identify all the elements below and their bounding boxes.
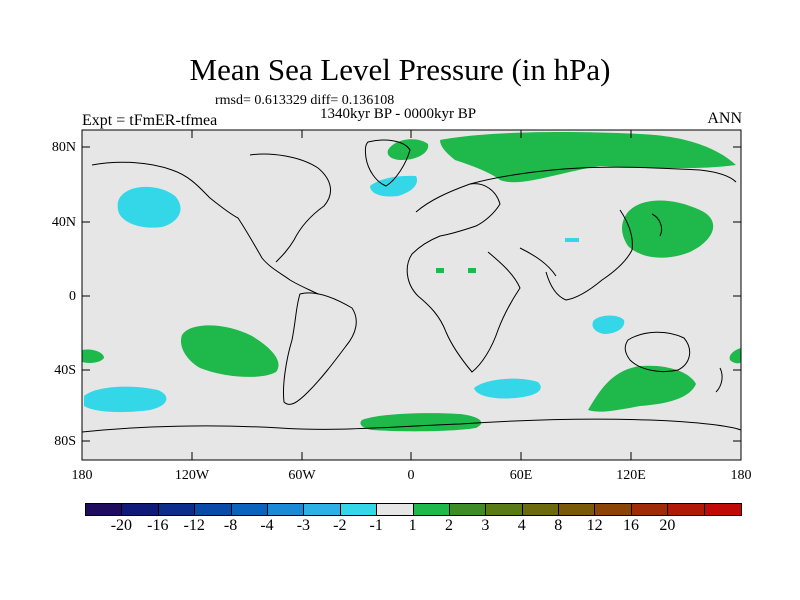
colorbar-swatch (304, 504, 341, 515)
north-pacific-high-region (622, 200, 714, 258)
colorbar-swatch (486, 504, 523, 515)
experiment-label: Expt = tFmER-tfmea (82, 112, 218, 129)
colorbar-swatch (340, 504, 378, 515)
tropical-high-blob (436, 268, 444, 273)
colorbar-label: -1 (369, 517, 383, 534)
colorbar-label: -16 (147, 517, 169, 534)
colorbar-label: -12 (183, 517, 205, 534)
colorbar-label: 3 (481, 517, 490, 534)
positive-anomaly-regions (82, 132, 741, 432)
west-edge-high-region (82, 349, 104, 363)
lon-label-60w: 60W (288, 468, 316, 483)
colorbar-swatch (122, 504, 159, 515)
coastlines (82, 139, 741, 433)
north-america-coast (91, 153, 332, 295)
colorbar-label: -8 (223, 517, 238, 534)
map-title: Mean Sea Level Pressure (in hPa) (189, 52, 611, 87)
arctic-high-region (440, 132, 736, 183)
south-pacific-low-region (84, 386, 167, 413)
colorbar-swatch (267, 504, 305, 515)
colorbar-swatch (522, 504, 560, 515)
eurasia-coast (469, 166, 737, 301)
lat-label-40s: 40S (54, 363, 76, 378)
lat-label-80n: 80N (51, 140, 76, 155)
south-atlantic-low-region (474, 378, 541, 399)
europe-africa-coast (406, 183, 521, 373)
southern-indian-high-region (588, 365, 696, 412)
rmsd-diff-stats: rmsd= 0.613329 diff= 0.136108 (215, 93, 395, 108)
south-america-coast (283, 292, 357, 405)
colorbar-swatch (158, 504, 196, 515)
colorbar-label: -3 (296, 517, 311, 534)
small-low-blob (565, 238, 579, 242)
antarctica-coast (82, 418, 741, 433)
east-edge-high-region (729, 348, 741, 364)
colorbar-label: -4 (260, 517, 274, 534)
colorbar-label: 4 (517, 517, 526, 534)
colorbar-label: 2 (445, 517, 453, 534)
colorbar-swatch (413, 504, 450, 515)
lat-label-80s: 80S (54, 434, 76, 449)
colorbar-swatch (704, 504, 742, 515)
negative-anomaly-regions (84, 175, 625, 413)
indian-ocean-low-region (592, 315, 625, 334)
axis-ticks (81, 130, 742, 460)
colorbar-swatch (86, 504, 123, 515)
greenland-high-region (387, 139, 429, 160)
colorbar-label: 8 (554, 517, 563, 534)
lat-label-40n: 40N (51, 215, 76, 230)
lon-label-180e: 180 (730, 468, 752, 483)
season-label: ANN (707, 110, 742, 127)
colorbar-swatch (449, 504, 487, 515)
lon-label-60e: 60E (509, 468, 533, 483)
lat-label-0: 0 (69, 289, 76, 304)
colorbar-label: -20 (110, 517, 133, 534)
colorbar-label: -2 (333, 517, 347, 534)
colorbar-swatch (231, 504, 268, 515)
colorbar-label: 1 (408, 517, 417, 534)
colorbar-label: 16 (623, 517, 639, 534)
colorbar-swatch (668, 504, 705, 515)
lon-label-180w: 180 (71, 468, 93, 483)
tropical-high-blob-2 (468, 268, 476, 273)
japan-coast (651, 213, 663, 237)
north-pacific-low-region (117, 186, 181, 228)
colorbar-swatch (559, 504, 596, 515)
lon-label-0: 0 (407, 468, 415, 483)
antarctic-high-region (360, 413, 482, 432)
greenland-coast (364, 139, 411, 187)
south-pacific-high-region (180, 325, 279, 377)
time-period-label: 1340kyr BP - 0000kyr BP (320, 106, 477, 122)
lon-label-120w: 120W (174, 468, 210, 483)
colorbar-swatch (631, 504, 669, 515)
lon-label-120e: 120E (616, 468, 646, 483)
colorbar (85, 503, 743, 516)
australia-coast (624, 331, 691, 373)
icelandic-low-region (370, 175, 418, 197)
new-zealand-coast (715, 367, 723, 393)
colorbar-label: 12 (586, 517, 603, 534)
colorbar-label: 20 (659, 517, 676, 534)
colorbar-swatch (595, 504, 632, 515)
colorbar-swatch (195, 504, 232, 515)
colorbar-swatch (377, 504, 414, 515)
